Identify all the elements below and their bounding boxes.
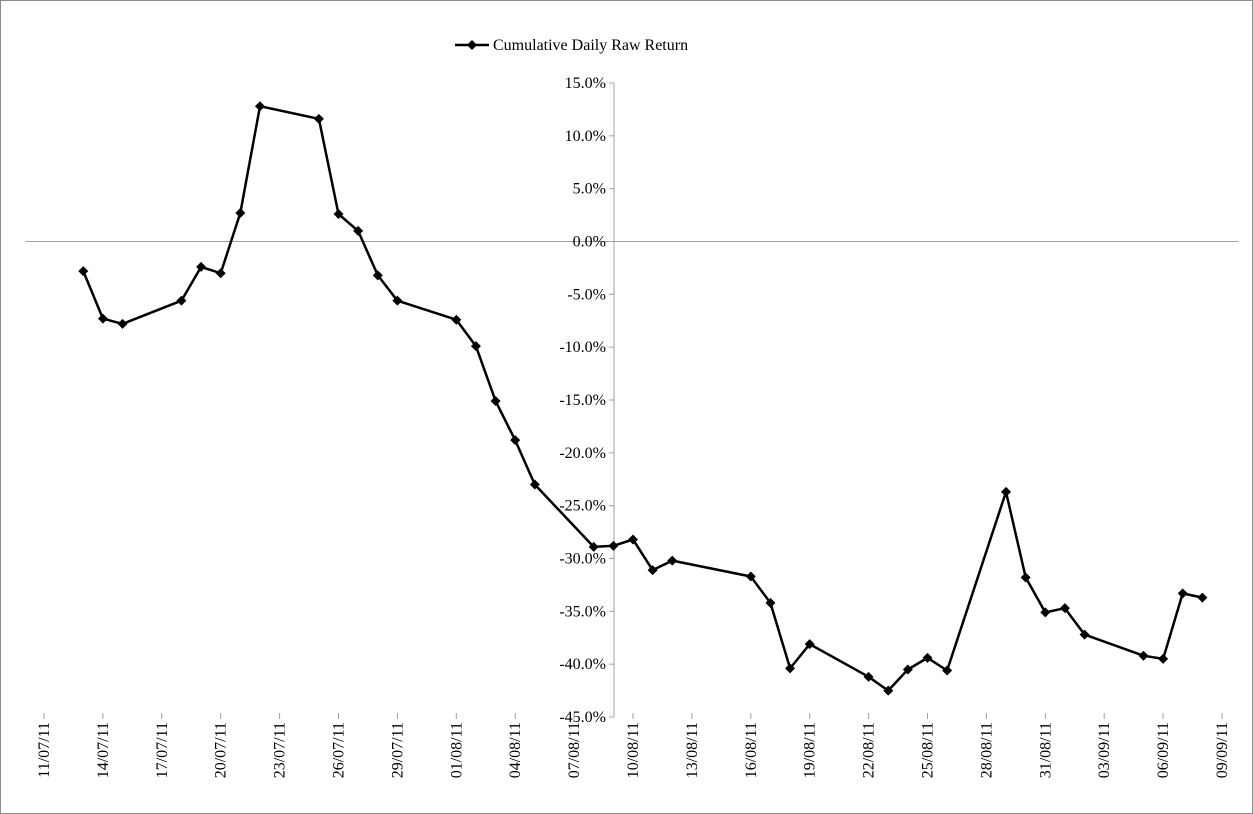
x-tick-label: 17/07/11: [154, 722, 171, 778]
x-tick-label: 28/08/11: [978, 722, 995, 778]
data-point: [1001, 486, 1012, 497]
data-point: [490, 396, 501, 407]
x-tick-label: 29/07/11: [389, 722, 406, 778]
y-tick-label: 5.0%: [573, 181, 606, 198]
data-point: [78, 266, 89, 277]
data-point: [804, 639, 815, 650]
y-tick-label: -15.0%: [559, 392, 606, 409]
data-point: [372, 270, 383, 281]
x-tick-label: 23/07/11: [272, 722, 289, 778]
data-point: [392, 295, 403, 306]
data-point: [176, 295, 187, 306]
data-point: [745, 571, 756, 582]
x-tick-label: 22/08/11: [861, 722, 878, 778]
data-point: [313, 113, 324, 124]
data-point: [647, 565, 658, 576]
data-point: [902, 664, 913, 675]
x-tick-label: 25/08/11: [920, 722, 937, 778]
legend: Cumulative Daily Raw Return: [455, 37, 688, 54]
data-point: [765, 597, 776, 608]
data-point: [254, 101, 265, 112]
x-tick-label: 04/08/11: [507, 722, 524, 778]
data-point: [588, 541, 599, 552]
data-point: [883, 685, 894, 696]
data-point: [510, 435, 521, 446]
y-tick-label: 10.0%: [565, 128, 606, 145]
y-tick-label: -30.0%: [559, 551, 606, 568]
data-point: [1158, 653, 1169, 664]
data-point: [667, 555, 678, 566]
data-point: [1079, 629, 1090, 640]
x-tick-label: 13/08/11: [684, 722, 701, 778]
data-point: [215, 268, 226, 279]
x-tick-label: 19/08/11: [802, 722, 819, 778]
y-axis: 15.0% 10.0% 5.0% 0.0% -5.0% -10.0% -15.0% -20.0…: [559, 75, 615, 726]
x-tick-label: 01/08/11: [448, 722, 465, 778]
data-point: [922, 652, 933, 663]
data-point: [1177, 588, 1188, 599]
y-tick-label: -25.0%: [559, 498, 606, 515]
data-point: [608, 540, 619, 551]
data-point: [529, 479, 540, 490]
y-tick-label: -45.0%: [559, 709, 606, 726]
x-tick-label: 03/09/11: [1096, 722, 1113, 778]
legend-label: Cumulative Daily Raw Return: [493, 37, 688, 54]
x-tick-label: 14/07/11: [95, 722, 112, 778]
data-point: [863, 671, 874, 682]
x-tick-label: 11/07/11: [36, 722, 53, 778]
data-point: [785, 663, 796, 674]
data-point: [117, 318, 128, 329]
x-tick-label: 06/09/11: [1155, 722, 1172, 778]
data-point: [1020, 572, 1031, 583]
x-tick-label: 26/07/11: [331, 722, 348, 778]
data-point: [1138, 650, 1149, 661]
data-point: [333, 209, 344, 220]
y-tick-label: -40.0%: [559, 656, 606, 673]
data-point: [470, 341, 481, 352]
y-tick-label: 15.0%: [565, 75, 606, 92]
data-point: [942, 665, 953, 676]
y-tick-label: -10.0%: [559, 339, 606, 356]
data-point: [1059, 603, 1070, 614]
data-point: [1040, 607, 1051, 618]
legend-marker-swatch: [467, 40, 477, 50]
series-layer: [78, 101, 1208, 696]
data-point: [353, 225, 364, 236]
x-tick-label: 20/07/11: [213, 722, 230, 778]
data-point: [1197, 592, 1208, 603]
x-axis: 11/07/11 14/07/11 17/07/11 20/07/11 23/07/11…: [36, 713, 1231, 778]
x-tick-label: 16/08/11: [743, 722, 760, 778]
y-tick-label: -5.0%: [567, 286, 606, 303]
x-tick-label: 10/08/11: [625, 722, 642, 778]
y-tick-label: 0.0%: [573, 234, 606, 251]
data-point: [628, 534, 638, 545]
data-point: [451, 314, 462, 325]
y-tick-label: -35.0%: [559, 603, 606, 620]
x-tick-label: 07/08/11: [566, 722, 583, 778]
data-point: [97, 313, 108, 324]
x-tick-label: 31/08/11: [1037, 722, 1054, 778]
x-tick-label: 09/09/11: [1214, 722, 1231, 778]
data-point: [196, 261, 207, 272]
data-point: [235, 207, 246, 218]
y-tick-label: -20.0%: [559, 445, 606, 462]
